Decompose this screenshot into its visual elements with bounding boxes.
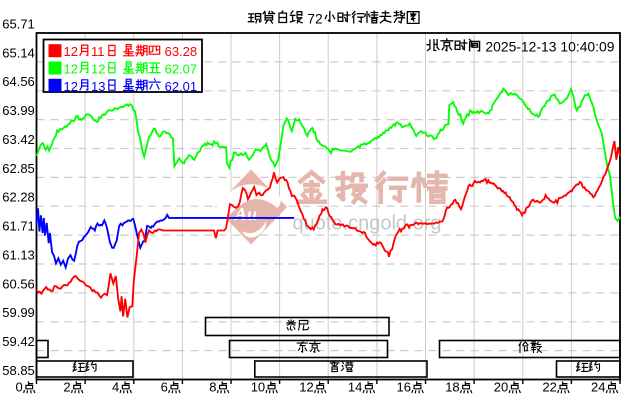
- svg-text:12: 12: [64, 44, 78, 59]
- svg-text:59.42: 59.42: [2, 334, 35, 349]
- svg-text:64.56: 64.56: [2, 74, 35, 89]
- svg-text:61.13: 61.13: [2, 247, 35, 262]
- svg-text:22: 22: [542, 379, 556, 394]
- svg-text:2025-12-13: 2025-12-13: [485, 39, 556, 55]
- svg-text:14: 14: [348, 379, 362, 394]
- svg-text:0: 0: [16, 379, 23, 394]
- svg-text:2: 2: [63, 379, 70, 394]
- svg-text:24: 24: [591, 379, 605, 394]
- svg-text:6: 6: [161, 379, 168, 394]
- svg-text:65.14: 65.14: [2, 45, 35, 60]
- svg-text:10:40:09: 10:40:09: [560, 39, 614, 55]
- svg-text:62.07: 62.07: [165, 62, 198, 77]
- svg-text:12: 12: [91, 62, 105, 77]
- svg-text:12: 12: [299, 379, 313, 394]
- svg-text:10: 10: [251, 379, 265, 394]
- svg-text:62.85: 62.85: [2, 161, 35, 176]
- svg-text:8: 8: [209, 379, 216, 394]
- svg-text:59.99: 59.99: [2, 305, 35, 320]
- svg-text:58.85: 58.85: [2, 363, 35, 378]
- svg-text:16: 16: [397, 379, 411, 394]
- svg-text:Au: Au: [234, 204, 257, 224]
- svg-text:61.71: 61.71: [2, 219, 35, 234]
- svg-text:20: 20: [494, 379, 508, 394]
- svg-text:13: 13: [91, 79, 105, 94]
- svg-text:63.99: 63.99: [2, 103, 35, 118]
- svg-text:4: 4: [112, 379, 119, 394]
- svg-text:63.42: 63.42: [2, 132, 35, 147]
- svg-text:62.28: 62.28: [2, 190, 35, 205]
- svg-text:72: 72: [307, 11, 323, 27]
- svg-text:12: 12: [64, 79, 78, 94]
- svg-text:63.28: 63.28: [165, 44, 198, 59]
- svg-text:11: 11: [91, 44, 105, 59]
- svg-text:12: 12: [64, 62, 78, 77]
- svg-text:62.01: 62.01: [165, 79, 198, 94]
- svg-text:60.56: 60.56: [2, 276, 35, 291]
- svg-text:18: 18: [445, 379, 459, 394]
- svg-text:65.71: 65.71: [2, 16, 35, 31]
